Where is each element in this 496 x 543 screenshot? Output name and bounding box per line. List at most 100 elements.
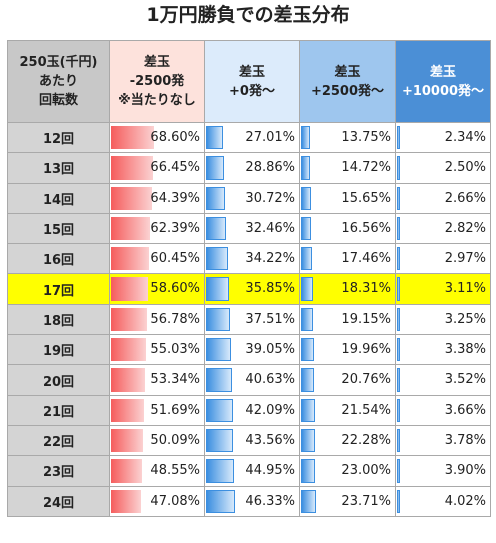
data-label: 39.05% — [245, 342, 295, 358]
table-row: 22回 50.09% 43.56% 22.28% 3.78% — [7, 424, 491, 457]
value-cell: 3.66% — [395, 394, 491, 426]
data-bar — [397, 277, 400, 301]
header-col-plus2500: 差玉 +2500発～ — [299, 40, 396, 123]
value-cell: 23.71% — [299, 485, 396, 517]
data-bar — [301, 277, 313, 301]
data-label: 62.39% — [150, 220, 200, 236]
data-label: 3.11% — [444, 281, 486, 297]
distribution-table: 250玉(千円) あたり 回転数 差玉 -2500発 ※当たりなし 差玉 +0発… — [7, 40, 491, 517]
value-cell: 50.09% — [109, 424, 205, 457]
chart-title: 1万円勝負での差玉分布 — [146, 4, 350, 26]
header-line: 差玉 — [238, 64, 265, 80]
data-bar — [111, 428, 143, 453]
value-cell: 17.46% — [299, 243, 396, 275]
value-cell: 58.60% — [109, 273, 205, 305]
value-cell: 44.95% — [204, 455, 300, 487]
row-label: 12回 — [7, 121, 110, 154]
value-cell: 32.46% — [204, 212, 300, 245]
value-cell: 19.96% — [299, 334, 396, 366]
header-label-line: 250玉(千円) — [19, 55, 98, 70]
value-cell: 43.56% — [204, 424, 300, 457]
value-cell: 35.85% — [204, 273, 300, 305]
data-label: 19.96% — [341, 342, 391, 358]
value-cell: 46.33% — [204, 485, 300, 517]
row-label: 22回 — [7, 424, 110, 457]
data-label: 28.86% — [245, 160, 295, 176]
data-bar — [397, 186, 400, 210]
value-cell: 2.50% — [395, 152, 491, 184]
data-label: 13.75% — [341, 130, 391, 145]
value-cell: 60.45% — [109, 243, 205, 275]
header-line: ※当たりなし — [118, 93, 196, 108]
data-label: 55.03% — [150, 342, 200, 358]
data-label: 56.78% — [150, 311, 200, 327]
value-cell: 64.39% — [109, 182, 205, 214]
data-bar — [301, 338, 314, 362]
value-cell: 68.60% — [109, 121, 205, 154]
value-cell: 28.86% — [204, 152, 300, 184]
header-label-line: あたり — [38, 74, 78, 89]
row-label: 16回 — [7, 243, 110, 275]
value-cell: 20.76% — [299, 364, 396, 396]
table-body: 12回 68.60% 27.01% 13.75% 2.34% 13回 66.45% 28.86… — [7, 121, 491, 517]
table-row: 19回 55.03% 39.05% 19.96% 3.38% — [7, 334, 491, 366]
value-cell: 19.15% — [299, 303, 396, 336]
value-cell: 3.90% — [395, 455, 491, 487]
data-bar — [206, 368, 232, 392]
value-cell: 14.72% — [299, 152, 396, 184]
data-label: 2.97% — [444, 251, 486, 267]
data-bar — [397, 216, 400, 241]
data-bar — [206, 459, 234, 483]
data-bar — [301, 126, 310, 150]
data-bar — [397, 489, 400, 513]
row-label: 13回 — [7, 152, 110, 184]
data-bar — [206, 398, 233, 422]
data-label: 16.56% — [341, 220, 391, 236]
value-cell: 51.69% — [109, 394, 205, 426]
value-cell: 3.78% — [395, 424, 491, 457]
data-label: 4.02% — [444, 493, 486, 509]
row-label: 20回 — [7, 364, 110, 396]
data-bar — [111, 216, 150, 241]
header-col-minus2500: 差玉 -2500発 ※当たりなし — [109, 40, 205, 123]
data-label: 2.50% — [444, 160, 486, 176]
data-bar — [397, 307, 400, 332]
data-bar — [111, 247, 149, 271]
data-label: 46.33% — [245, 493, 295, 509]
table-row: 20回 53.34% 40.63% 20.76% 3.52% — [7, 364, 491, 396]
value-cell: 2.97% — [395, 243, 491, 275]
data-label: 3.66% — [444, 402, 486, 418]
value-cell: 23.00% — [299, 455, 396, 487]
value-cell: 30.72% — [204, 182, 300, 214]
row-label: 19回 — [7, 334, 110, 366]
data-bar — [206, 126, 223, 150]
value-cell: 3.11% — [395, 273, 491, 305]
header-label-cell: 250玉(千円) あたり 回転数 — [7, 40, 110, 123]
data-label: 60.45% — [150, 251, 200, 267]
data-label: 44.95% — [245, 463, 295, 479]
data-label: 3.78% — [444, 432, 486, 448]
value-cell: 3.38% — [395, 334, 491, 366]
data-label: 14.72% — [341, 160, 391, 176]
data-bar — [206, 186, 225, 210]
value-cell: 27.01% — [204, 121, 300, 154]
value-cell: 3.25% — [395, 303, 491, 336]
data-bar — [397, 126, 400, 150]
data-label: 64.39% — [150, 190, 200, 206]
value-cell: 56.78% — [109, 303, 205, 336]
data-label: 27.01% — [245, 130, 295, 145]
row-label: 17回 — [7, 273, 110, 305]
data-bar — [111, 307, 147, 332]
table-row: 15回 62.39% 32.46% 16.56% 2.82% — [7, 212, 491, 245]
data-bar — [206, 489, 235, 513]
data-bar — [301, 307, 313, 332]
data-bar — [301, 186, 311, 210]
data-bar — [397, 428, 400, 453]
data-label: 20.76% — [341, 372, 391, 388]
header-col-plus0: 差玉 +0発～ — [204, 40, 300, 123]
data-bar — [111, 338, 146, 362]
table-row: 17回 58.60% 35.85% 18.31% 3.11% — [7, 273, 491, 305]
data-bar — [397, 459, 400, 483]
value-cell: 53.34% — [109, 364, 205, 396]
data-label: 37.51% — [245, 311, 295, 327]
